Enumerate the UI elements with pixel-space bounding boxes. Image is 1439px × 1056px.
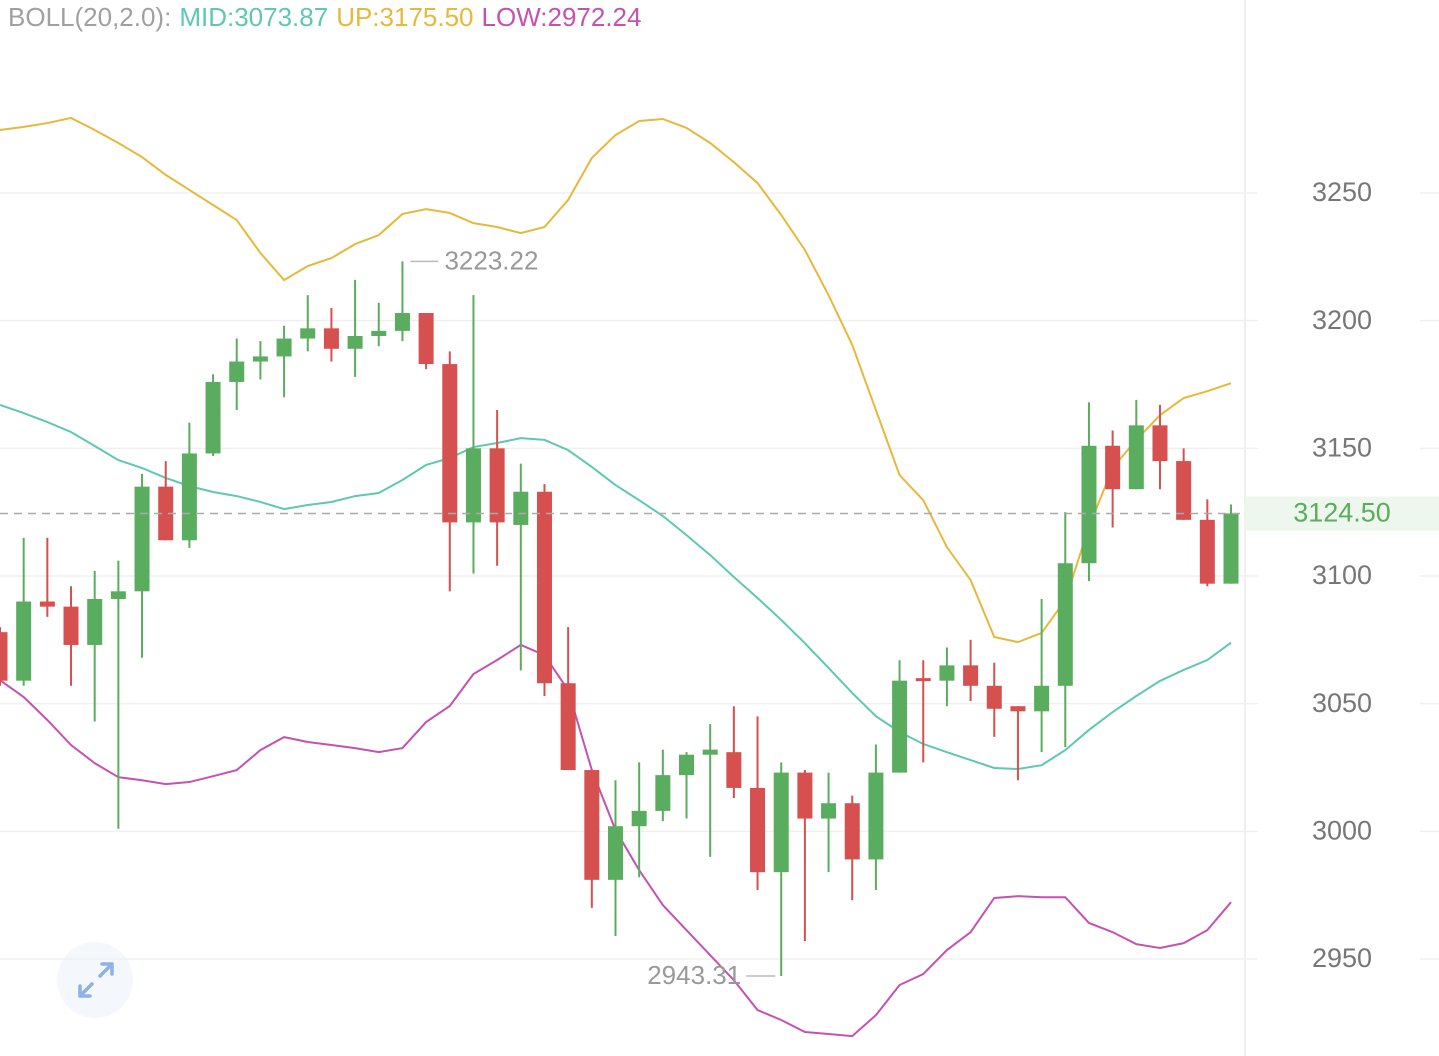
candle-body: [1128, 425, 1144, 490]
expand-bg[interactable]: [57, 942, 133, 1018]
last-price-bg: [1245, 496, 1439, 531]
candle-body: [465, 448, 481, 523]
last-price-label: 3124.50: [1293, 498, 1391, 528]
y-tick-label: 3250: [1312, 177, 1372, 207]
candle-body: [442, 364, 458, 523]
candle-body: [1057, 563, 1073, 686]
candle-body: [347, 336, 363, 349]
candle-body: [39, 601, 55, 607]
candle-body: [205, 381, 221, 454]
candle-body: [0, 632, 8, 681]
y-tick-label: 3000: [1312, 815, 1372, 845]
candle-body: [868, 772, 884, 860]
candle-body: [702, 749, 718, 755]
candle-body: [489, 448, 505, 523]
candle-body: [158, 486, 174, 541]
candle-body: [939, 665, 955, 681]
candle-body: [915, 678, 931, 682]
candle-body: [513, 491, 529, 525]
candle-body: [1105, 445, 1121, 490]
candle-body: [631, 810, 647, 827]
candle-body: [892, 680, 908, 773]
legend-entry: UP:3175.50: [336, 2, 474, 32]
indicator-header: BOLL(20,2.0): MID:3073.87 UP:3175.50 LOW:29…: [8, 2, 657, 33]
candle-body: [371, 330, 387, 336]
candle-body: [608, 826, 623, 880]
candle-body: [276, 338, 292, 357]
candle-body: [323, 328, 339, 349]
candle-body: [87, 598, 103, 645]
candle-body: [1176, 461, 1192, 520]
candle-body: [110, 591, 126, 599]
y-tick-label: 3100: [1312, 560, 1372, 590]
candle-body: [1199, 519, 1215, 584]
candle-body: [16, 601, 32, 681]
candle-body: [986, 685, 1002, 709]
legend: MID:3073.87 UP:3175.50 LOW:2972.24: [179, 2, 649, 32]
candle-body: [1223, 513, 1239, 584]
max-annotation: 3223.22: [444, 245, 538, 275]
candle-body: [797, 772, 813, 819]
candle-body: [844, 803, 860, 860]
candle-body: [252, 356, 268, 362]
indicator-label: BOLL(20,2.0):: [8, 2, 172, 32]
band-line: [0, 116, 1232, 644]
y-tick-label: 3050: [1312, 688, 1372, 718]
legend-entry: MID:3073.87: [179, 2, 329, 32]
candle-body: [181, 453, 197, 541]
min-annotation: 2943.31: [647, 960, 741, 990]
candle-body: [394, 313, 410, 331]
candle-body: [300, 328, 316, 339]
candle-body: [821, 803, 837, 819]
candle-body: [679, 754, 695, 776]
expand-button[interactable]: [57, 942, 133, 1018]
candle-body: [536, 491, 552, 684]
y-tick-label: 2950: [1312, 943, 1372, 973]
candle-body: [1034, 685, 1050, 712]
candle-body: [1081, 445, 1097, 564]
candle-body: [750, 787, 766, 873]
candle-body: [655, 775, 671, 811]
candle-body: [560, 683, 576, 771]
candle-body: [584, 770, 600, 880]
candle-body: [963, 665, 979, 686]
candle-body: [418, 313, 434, 365]
y-tick-label: 3150: [1312, 432, 1372, 462]
candle-body: [726, 752, 742, 788]
candle-body: [773, 772, 789, 873]
legend-entry: LOW:2972.24: [481, 2, 642, 32]
band-line: [0, 403, 1232, 771]
y-tick-label: 3200: [1312, 305, 1372, 335]
candle-body: [63, 606, 79, 645]
candle-body: [134, 486, 150, 592]
candle-body: [1010, 706, 1026, 712]
expand-icon[interactable]: [78, 962, 114, 998]
candle-body: [229, 361, 245, 382]
candle-body: [1152, 425, 1168, 462]
